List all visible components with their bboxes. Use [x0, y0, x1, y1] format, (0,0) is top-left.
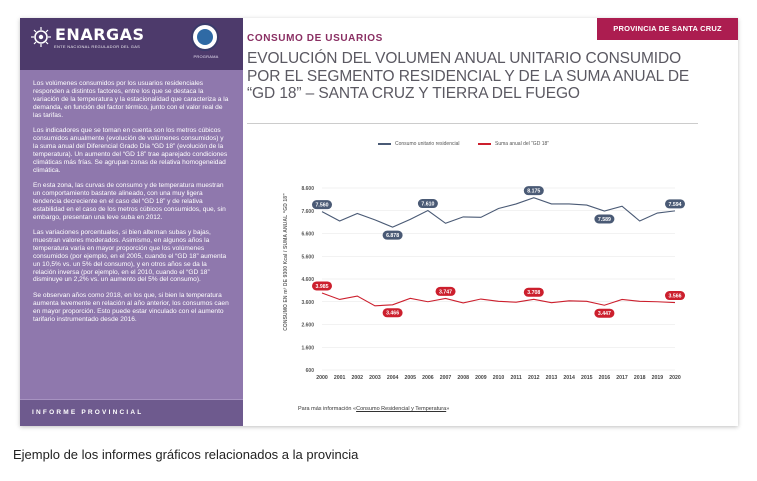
series-line-consumo [321, 197, 676, 228]
x-tick-label: 2017 [616, 375, 628, 381]
x-tick-label: 2011 [511, 375, 522, 381]
x-tick-label: 2006 [422, 375, 434, 381]
x-tick-label: 2005 [404, 375, 416, 381]
legend-label: Suma anual del “GD 18” [495, 141, 549, 147]
data-label-pill [523, 186, 544, 196]
page-title: EVOLUCIÓN DEL VOLUMEN ANUAL UNITARIO CON… [247, 50, 690, 102]
data-label-pill [382, 308, 403, 318]
more-info-link[interactable]: Consumo Residencial y Temperatura [356, 406, 447, 412]
y-tick-label: 5.600 [301, 254, 314, 260]
data-label-pill [382, 230, 403, 240]
data-label: 8.175 [527, 189, 540, 195]
data-label: 3.447 [598, 311, 611, 317]
data-label: 7.610 [421, 201, 434, 207]
x-tick-label: 2001 [334, 375, 346, 381]
figure-caption: Ejemplo de los informes gráficos relacio… [13, 447, 359, 462]
data-label-pill [665, 199, 685, 209]
data-label: 3.985 [316, 284, 329, 290]
y-tick-label: 2.600 [301, 323, 314, 329]
y-tick-label: 600 [306, 368, 315, 374]
sun-logo-icon [31, 27, 51, 47]
data-label-pill [312, 281, 332, 291]
data-label-pill [594, 308, 615, 318]
report-card: ENARGAS ENTE NACIONAL REGULADOR DEL GAS … [20, 18, 738, 426]
data-label-pill [312, 200, 332, 210]
x-tick-label: 2016 [599, 375, 611, 381]
footer-label: INFORME PROVINCIAL [32, 409, 144, 416]
data-label-pill [417, 199, 438, 209]
sidebar-paragraph: Se observan años como 2018, en los que, … [33, 291, 229, 323]
data-label: 7.560 [316, 203, 329, 209]
x-tick-label: 2010 [493, 375, 505, 381]
x-tick-label: 2000 [316, 375, 328, 381]
y-tick-label: 6.600 [301, 232, 314, 238]
data-label-pill [665, 291, 685, 301]
sidebar-paragraph: Los volúmenes consumidos por los usuario… [33, 80, 229, 119]
y-tick-label: 7.600 [301, 209, 314, 215]
sidebar-header: ENARGAS ENTE NACIONAL REGULADOR DEL GAS … [20, 18, 243, 70]
brand-subtitle: ENTE NACIONAL REGULADOR DEL GAS [54, 44, 141, 49]
program-badge-icon [191, 23, 219, 51]
series-line-gd18 [321, 292, 676, 307]
province-tab: PROVINCIA DE SANTA CRUZ [597, 18, 738, 40]
section-kicker: CONSUMO DE USUARIOS [247, 33, 383, 44]
x-tick-label: 2018 [634, 375, 646, 381]
y-axis-label: CONSUMO EN m³ DE 9300 Kcal / SUMA ANUAL … [283, 193, 289, 331]
data-label: 7.589 [598, 217, 611, 223]
legend-item-gd18: Suma anual del “GD 18” [478, 141, 549, 147]
x-tick-label: 2012 [528, 375, 540, 381]
sidebar-text: Los volúmenes consumidos por los usuario… [33, 80, 229, 331]
data-label: 3.747 [439, 289, 452, 295]
x-tick-label: 2020 [669, 375, 681, 381]
data-label: 6.878 [386, 233, 399, 239]
x-tick-label: 2008 [457, 375, 469, 381]
y-tick-label: 3.600 [301, 300, 314, 306]
y-tick-label: 8.600 [301, 186, 314, 192]
legend-label: Consumo unitario residencial [395, 141, 460, 147]
y-tick-label: 4.600 [301, 277, 314, 283]
sidebar-paragraph: Los indicadores que se toman en cuenta s… [33, 127, 228, 174]
x-tick-label: 2003 [369, 375, 381, 381]
data-label-pill [523, 287, 544, 297]
x-tick-label: 2002 [352, 375, 364, 381]
line-chart: 8.600 7.600 6.600 5.600 4.600 3.600 2.600 1.600… [301, 186, 685, 381]
data-label: 7.594 [669, 202, 682, 208]
y-tick-label: 1.600 [301, 345, 314, 351]
sidebar-footer: INFORME PROVINCIAL [20, 399, 243, 426]
x-tick-label: 2007 [440, 375, 452, 381]
x-tick-label: 2009 [475, 375, 487, 381]
x-tick-label: 2014 [563, 375, 575, 381]
x-tick-label: 2004 [387, 375, 399, 381]
sidebar-paragraph: En esta zona, las curvas de consumo y de… [33, 181, 226, 221]
legend-item-consumo: Consumo unitario residencial [378, 141, 459, 147]
more-info-prefix: Para más información « [298, 406, 357, 412]
data-label: 3.466 [386, 311, 399, 317]
badge-caption: PROGRAMA [193, 54, 219, 59]
sidebar-panel: ENARGAS ENTE NACIONAL REGULADOR DEL GAS … [20, 18, 243, 426]
brand-name: ENARGAS [55, 25, 145, 44]
x-tick-label: 2013 [546, 375, 558, 381]
title-divider [247, 123, 698, 124]
more-info-line: Para más información «Consumo Residencia… [298, 406, 449, 412]
x-tick-label: 2019 [652, 375, 664, 381]
data-label: 3.566 [669, 293, 682, 299]
more-info-suffix: » [446, 406, 450, 412]
data-label-pill [435, 286, 456, 296]
sidebar-paragraph: Las variaciones porcentuales, si bien al… [33, 229, 227, 284]
data-label-pill [594, 214, 615, 224]
x-tick-label: 2015 [581, 375, 593, 381]
legend-swatch [378, 143, 391, 145]
data-label: 3.708 [527, 290, 540, 296]
enargas-logo: ENARGAS [30, 26, 145, 48]
legend-swatch [478, 143, 491, 145]
